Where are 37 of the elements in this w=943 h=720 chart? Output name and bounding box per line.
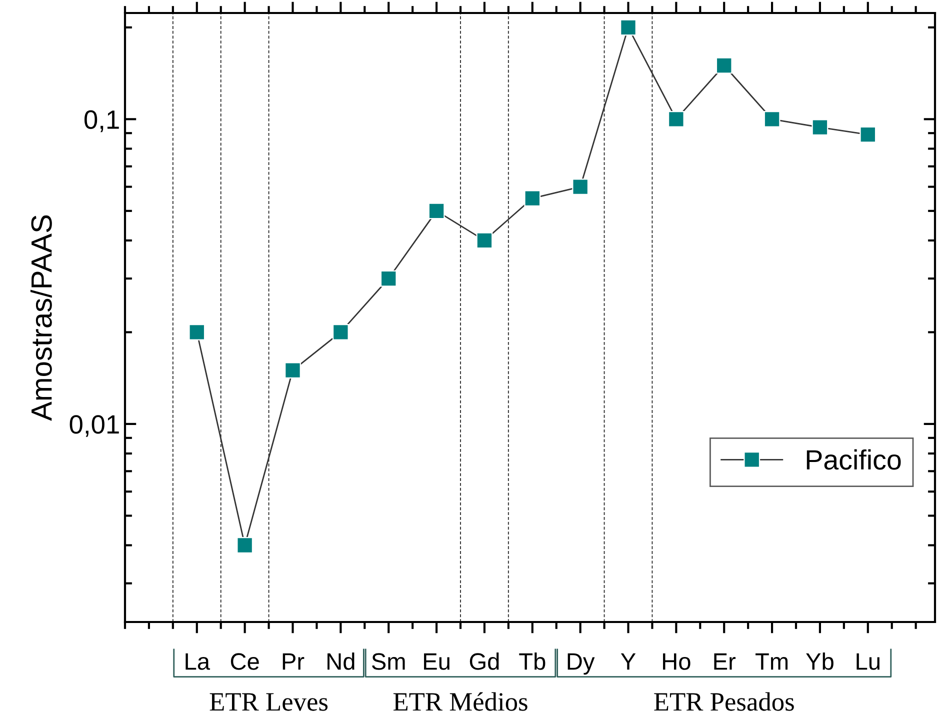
point — [812, 119, 828, 136]
x-tick-label: Nd — [328, 652, 354, 670]
point — [284, 362, 301, 378]
point — [572, 178, 589, 195]
x-tick-label: Pr — [282, 653, 304, 670]
legend-label: Pacifico — [806, 449, 901, 470]
x-tick-label: Dy — [568, 653, 595, 675]
text: ETR Pesados — [654, 692, 794, 711]
x-tick-label: Er — [714, 653, 736, 670]
point — [428, 202, 445, 220]
x-tick-label: Lu — [856, 653, 880, 670]
point — [860, 126, 876, 143]
x-tick-label: Eu — [424, 653, 450, 670]
point — [668, 110, 684, 128]
x-tick-label: La — [186, 653, 210, 670]
text: ETR Leves — [210, 693, 328, 711]
x-tick-label: Tm — [756, 653, 788, 670]
point — [380, 270, 397, 287]
point — [476, 232, 493, 249]
x-tick-label: Y — [620, 653, 636, 670]
point — [236, 537, 254, 554]
text: ETR Médios — [393, 692, 528, 711]
point — [764, 110, 780, 128]
x-tick-label: Ho — [663, 653, 690, 670]
x-tick-label: Gd — [470, 652, 499, 670]
point — [188, 324, 206, 340]
y-tick-label: 0,01 — [70, 415, 119, 437]
point — [716, 57, 732, 74]
point — [524, 190, 541, 206]
point — [332, 324, 349, 340]
x-tick-label: Yb — [806, 652, 834, 670]
x-tick-label: Tb — [519, 652, 546, 670]
y-axis-title: Amostras/PAAS — [30, 215, 52, 421]
x-tick-label: Ce — [230, 653, 259, 670]
y-tick-label: 0,1 — [84, 110, 119, 132]
x-tick-label: Sm — [372, 653, 405, 670]
point — [620, 19, 636, 36]
